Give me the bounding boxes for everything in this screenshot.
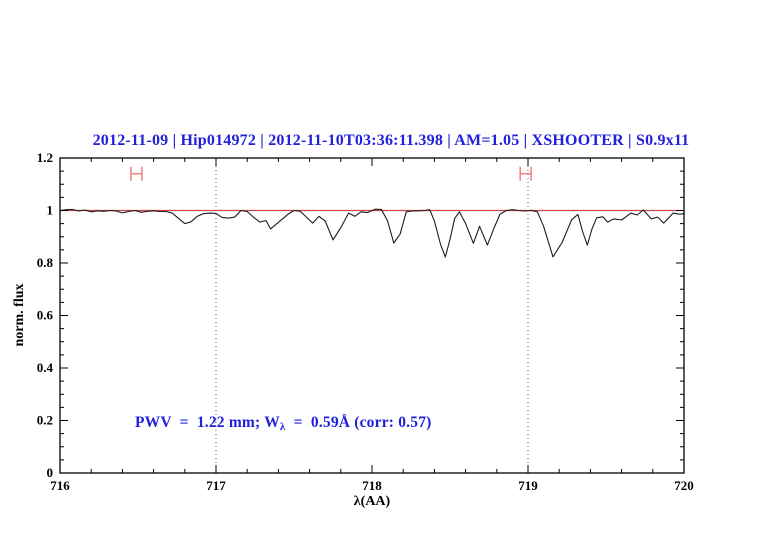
spectrum-line: [59, 208, 685, 258]
x-axis-label: λ(AA): [353, 494, 391, 509]
y-tick-label: 0.6: [37, 308, 54, 323]
x-tick-label: 719: [518, 478, 538, 493]
x-tick-label: 720: [674, 478, 694, 493]
pwv-annotation-subscript: λ: [279, 421, 286, 433]
y-tick-label: 1.2: [37, 150, 53, 165]
y-tick-label: 0: [47, 465, 54, 480]
pwv-annotation-suffix: = 0.59Å (corr: 0.57): [285, 414, 432, 431]
pwv-annotation: PWV = 1.22 mm; Wλ = 0.59Å (corr: 0.57): [135, 414, 432, 433]
x-tick-label: 718: [362, 478, 382, 493]
y-tick-label: 1: [47, 203, 54, 218]
y-tick-label: 0.4: [37, 360, 54, 375]
y-tick-label: 0.8: [37, 255, 54, 270]
y-axis-label: norm. flux: [12, 283, 27, 347]
x-tick-label: 716: [50, 478, 70, 493]
plot-title: 2012-11-09 | Hip014972 | 2012-11-10T03:3…: [92, 132, 690, 149]
pwv-annotation-prefix: PWV = 1.22 mm; W: [135, 414, 280, 431]
y-tick-label: 0.2: [37, 413, 53, 428]
x-tick-label: 717: [206, 478, 226, 493]
